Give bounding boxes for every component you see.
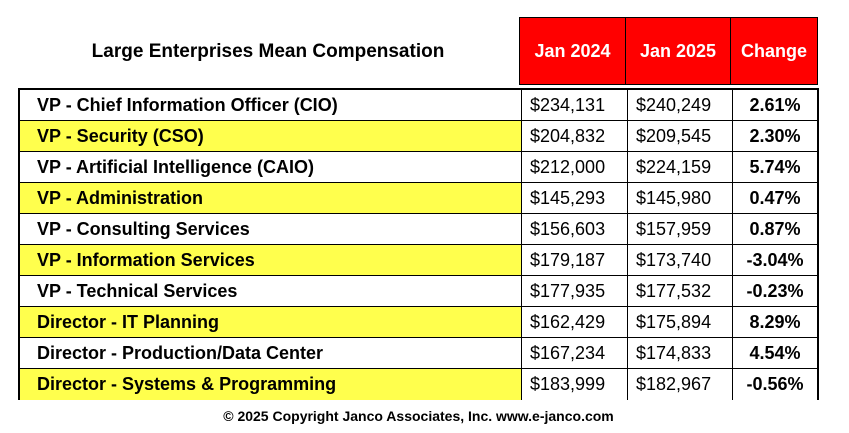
change-cell: 2.30% (732, 121, 817, 152)
change-cell: 4.54% (732, 338, 817, 369)
jan-2024-cell: $204,832 (521, 121, 627, 152)
jan-2025-cell: $175,894 (627, 307, 732, 338)
change-cell: 0.87% (732, 214, 817, 245)
jan-2025-cell: $182,967 (627, 369, 732, 400)
change-cell: -0.56% (732, 369, 817, 400)
jan-2024-cell: $212,000 (521, 152, 627, 183)
change-cell: -3.04% (732, 245, 817, 276)
table-row: VP - Consulting Services $156,603 $157,9… (20, 214, 817, 245)
change-cell: 0.47% (732, 183, 817, 214)
table-row: VP - Technical Services $177,935 $177,53… (20, 276, 817, 307)
jan-2025-cell: $177,532 (627, 276, 732, 307)
jan-2024-cell: $234,131 (521, 90, 627, 121)
job-title-cell: VP - Artificial Intelligence (CAIO) (20, 152, 521, 183)
jan-2024-cell: $156,603 (521, 214, 627, 245)
jan-2024-cell: $145,293 (521, 183, 627, 214)
jan-2024-cell: $177,935 (521, 276, 627, 307)
table-row: VP - Chief Information Officer (CIO) $23… (20, 90, 817, 121)
jan-2024-cell: $167,234 (521, 338, 627, 369)
job-title-cell: VP - Consulting Services (20, 214, 521, 245)
jan-2025-cell: $224,159 (627, 152, 732, 183)
job-title-cell: Director - IT Planning (20, 307, 521, 338)
change-cell: -0.23% (732, 276, 817, 307)
job-title-cell: VP - Information Services (20, 245, 521, 276)
jan-2025-cell: $173,740 (627, 245, 732, 276)
jan-2025-cell: $174,833 (627, 338, 732, 369)
table-row: Director - Production/Data Center $167,2… (20, 338, 817, 369)
jan-2024-cell: $183,999 (521, 369, 627, 400)
change-cell: 8.29% (732, 307, 817, 338)
column-header-change: Change (730, 17, 818, 85)
table-row: Director - IT Planning $162,429 $175,894… (20, 307, 817, 338)
table-row: Director - Systems & Programming $183,99… (20, 369, 817, 400)
change-cell: 2.61% (732, 90, 817, 121)
job-title-cell: VP - Chief Information Officer (CIO) (20, 90, 521, 121)
change-cell: 5.74% (732, 152, 817, 183)
table-row: VP - Administration $145,293 $145,980 0.… (20, 183, 817, 214)
jan-2025-cell: $240,249 (627, 90, 732, 121)
jan-2024-cell: $179,187 (521, 245, 627, 276)
job-title-cell: VP - Security (CSO) (20, 121, 521, 152)
copyright-footer: © 2025 Copyright Janco Associates, Inc. … (223, 408, 614, 424)
job-title-cell: VP - Administration (20, 183, 521, 214)
job-title-cell: Director - Production/Data Center (20, 338, 521, 369)
job-title-cell: Director - Systems & Programming (37, 374, 337, 394)
table-row: VP - Information Services $179,187 $173,… (20, 245, 817, 276)
jan-2025-cell: $145,980 (627, 183, 732, 214)
table-row: VP - Security (CSO) $204,832 $209,545 2.… (20, 121, 817, 152)
table-row: VP - Artificial Intelligence (CAIO) $212… (20, 152, 817, 183)
column-header-jan-2025: Jan 2025 (625, 17, 731, 85)
jan-2025-cell: $157,959 (627, 214, 732, 245)
column-header-jan-2024: Jan 2024 (519, 17, 626, 85)
table-title: Large Enterprises Mean Compensation (91, 41, 445, 62)
jan-2025-cell: $209,545 (627, 121, 732, 152)
compensation-table: VP - Chief Information Officer (CIO) $23… (18, 88, 819, 400)
jan-2024-cell: $162,429 (521, 307, 627, 338)
job-title-cell: VP - Technical Services (20, 276, 521, 307)
